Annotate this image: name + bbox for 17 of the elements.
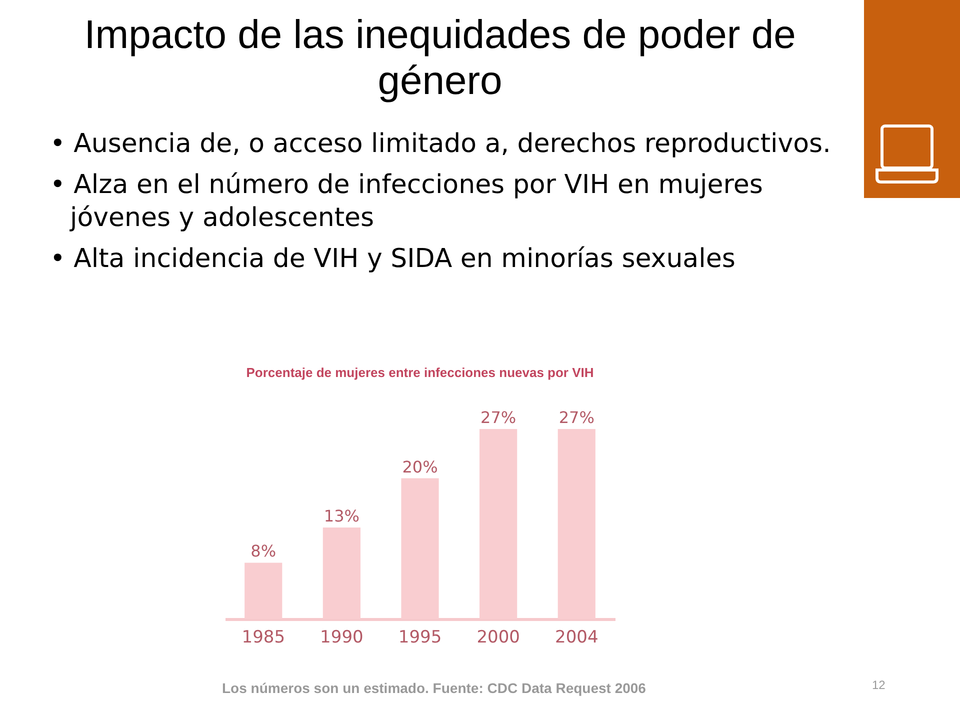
text: 12 [872, 678, 886, 692]
data-label: 27% [480, 408, 516, 427]
data-label: 20% [402, 457, 438, 476]
x-tick-label: 1995 [398, 628, 442, 648]
text: Los números son un estimado. Fuente: CDC Data Request 2006 [222, 680, 646, 696]
chart-title: Impacto de las inequidades de poder de género [83, 12, 797, 104]
x-tick-label: 2004 [554, 628, 598, 648]
data-label: 8% [250, 542, 276, 561]
data-label: 13% [324, 506, 360, 526]
text: • Alza en el número de infecciones por VIH en mujeres jóvenes y adolescentes [50, 169, 764, 235]
text: • Alta incidencia de VIH y SIDA en minorías sexuales [50, 243, 736, 276]
x-tick-label: 1985 [242, 628, 286, 648]
x-tick-label: 1990 [320, 628, 364, 648]
chart-subtitle: Porcentaje de mujeres entre infecciones nuevas por VIH [246, 365, 594, 380]
data-label: 27% [558, 408, 594, 427]
x-tick-label: 2000 [476, 628, 520, 648]
text: • Ausencia de, o acceso limitado a, derechos reproductivos. [50, 128, 832, 161]
